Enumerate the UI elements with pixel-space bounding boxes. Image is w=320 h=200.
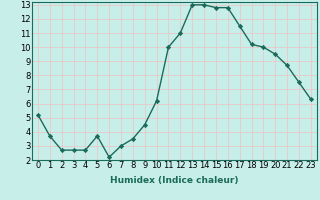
X-axis label: Humidex (Indice chaleur): Humidex (Indice chaleur) <box>110 176 239 185</box>
